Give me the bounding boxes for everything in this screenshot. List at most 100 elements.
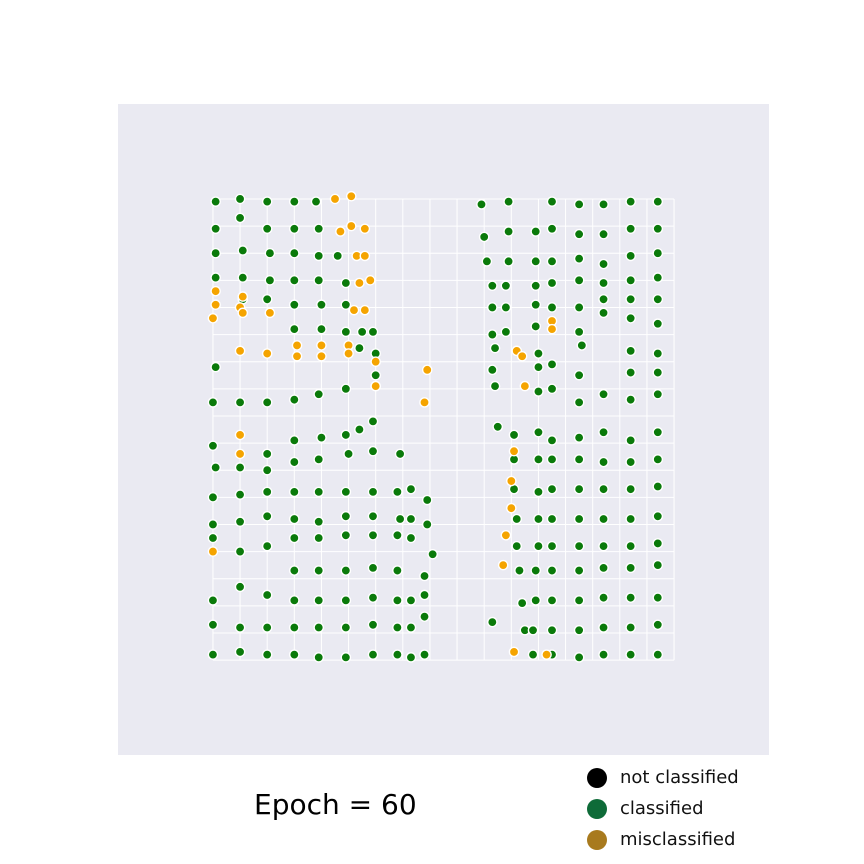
classified-point-68 (316, 323, 327, 335)
classified-point-122 (340, 429, 352, 441)
classified-point-166 (546, 513, 558, 525)
classified-point-131 (533, 454, 544, 465)
classified-point-197 (546, 565, 558, 576)
epoch-value: 60 (381, 788, 417, 821)
misclassified-point-45 (541, 649, 552, 660)
classified-point-74 (530, 321, 542, 332)
classified-point-44 (313, 275, 325, 286)
classified-point-207 (340, 595, 352, 606)
classified-point-155 (207, 519, 219, 530)
classified-point-101 (489, 380, 501, 392)
classified-point-93 (652, 367, 664, 378)
epoch-caption: Epoch = 60 (254, 788, 417, 821)
classified-point-48 (530, 280, 542, 292)
classified-point-201 (652, 559, 664, 571)
classified-point-175 (313, 532, 325, 544)
classified-point-156 (234, 516, 246, 528)
classified-point-224 (340, 622, 352, 633)
classified-point-182 (533, 540, 544, 552)
classified-point-165 (533, 513, 544, 525)
classified-point-116 (625, 435, 636, 446)
classified-point-111 (508, 429, 520, 441)
classified-point-114 (573, 432, 585, 443)
classified-point-250 (598, 649, 609, 660)
classified-point-183 (546, 540, 558, 552)
classified-point-108 (367, 416, 379, 427)
classified-point-222 (289, 622, 300, 633)
classified-point-49 (546, 277, 558, 289)
classified-point-154 (652, 481, 664, 492)
misclassified-point-15 (237, 307, 249, 319)
classified-point-220 (234, 622, 246, 633)
misclassified-point-42 (207, 546, 219, 557)
classified-point-36 (573, 253, 585, 264)
classified-point-159 (313, 516, 325, 528)
classified-point-42 (264, 275, 276, 286)
classified-point-203 (234, 581, 246, 593)
misclassified-point-17 (348, 304, 360, 316)
classified-point-33 (503, 256, 514, 267)
misclassified-point-35 (419, 397, 430, 408)
classified-point-103 (546, 383, 558, 395)
classified-point-73 (500, 326, 512, 338)
classified-point-199 (598, 562, 609, 574)
classified-point-31 (332, 250, 344, 262)
classified-point-119 (261, 448, 273, 460)
classified-point-11 (625, 196, 636, 207)
classified-point-180 (421, 519, 433, 530)
classified-point-177 (367, 529, 379, 541)
classified-point-124 (261, 464, 273, 476)
classified-point-46 (487, 280, 498, 292)
classified-point-171 (207, 532, 219, 544)
classified-point-4 (289, 196, 300, 207)
misclassified-point-26 (291, 350, 303, 362)
misclassified-point-2 (345, 190, 357, 202)
classified-point-1 (210, 196, 221, 207)
classified-point-190 (340, 565, 352, 576)
classified-point-35 (546, 256, 558, 267)
classified-point-202 (207, 595, 219, 606)
classified-point-133 (573, 454, 585, 465)
classified-point-172 (234, 546, 246, 557)
classified-point-61 (530, 299, 542, 311)
classified-point-26 (210, 247, 221, 259)
classified-point-214 (546, 595, 558, 606)
classified-point-210 (405, 595, 417, 606)
misclassified-point-34 (519, 380, 531, 392)
classified-point-242 (340, 652, 352, 663)
misclassified-point-31 (516, 350, 528, 362)
classified-point-67 (289, 323, 300, 335)
classified-point-107 (652, 388, 664, 400)
classified-point-184 (573, 540, 585, 552)
classified-point-9 (573, 199, 585, 210)
classified-point-152 (598, 483, 609, 495)
classified-point-215 (573, 595, 585, 606)
classified-point-86 (652, 348, 664, 359)
classified-point-200 (625, 562, 636, 574)
data-points (207, 190, 664, 663)
classified-point-52 (625, 275, 636, 286)
classified-point-193 (419, 570, 430, 582)
classified-point-251 (625, 649, 636, 660)
classified-point-41 (237, 272, 249, 283)
classified-point-106 (625, 394, 636, 405)
classified-point-71 (367, 326, 379, 338)
classified-point-143 (340, 486, 352, 498)
classified-point-105 (598, 388, 609, 400)
classified-point-163 (405, 513, 417, 525)
classified-point-99 (340, 383, 352, 395)
classified-point-231 (527, 624, 539, 636)
classified-point-178 (392, 529, 403, 541)
misclassified-point-44 (508, 646, 520, 658)
classified-point-84 (576, 340, 588, 351)
classified-point-229 (487, 616, 498, 628)
classified-point-75 (573, 326, 585, 338)
classified-point-237 (207, 649, 219, 660)
classified-point-25 (652, 223, 664, 235)
misclassified-point-3 (335, 226, 346, 237)
classified-point-168 (598, 513, 609, 525)
classified-point-132 (546, 454, 558, 465)
classified-point-249 (573, 652, 585, 663)
classified-point-7 (503, 196, 514, 207)
classified-point-246 (419, 649, 430, 660)
